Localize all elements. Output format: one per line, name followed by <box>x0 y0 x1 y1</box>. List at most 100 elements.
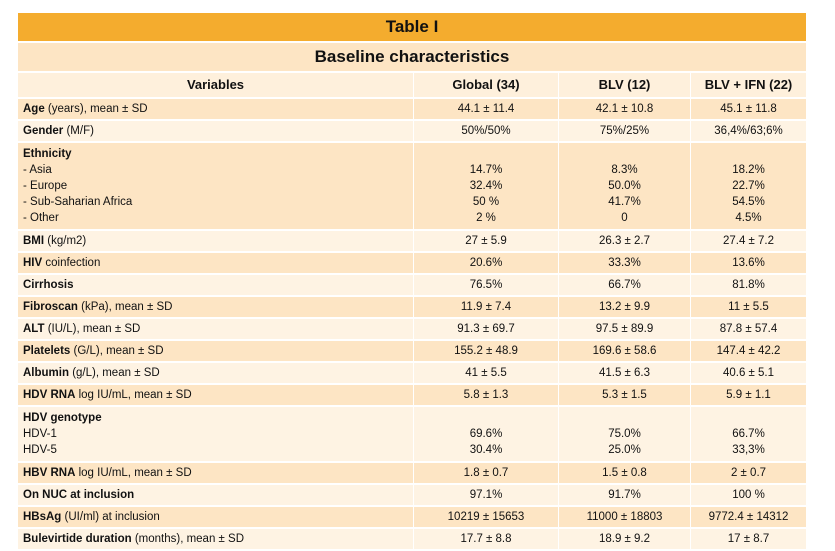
variable-cell: Age (years), mean ± SD <box>18 99 413 119</box>
genotype-item: HDV-1 <box>23 428 57 440</box>
blv-ifn-cell: 11 ± 5.5 <box>690 297 806 317</box>
col-header-blv-ifn: BLV + IFN (22) <box>690 73 806 97</box>
variable-name: HDV genotype <box>23 412 102 424</box>
baseline-table: Table I Baseline characteristics Variabl… <box>18 13 806 551</box>
value: 50.0% <box>608 180 641 192</box>
blv-ifn-cell: 17 ± 8.7 <box>690 529 806 549</box>
global-cell: 91.3 ± 69.7 <box>413 319 558 339</box>
variable-name: Fibroscan <box>23 301 78 313</box>
blv-ifn-cell: 9772.4 ± 14312 <box>690 507 806 527</box>
variable-cell: BMI (kg/m2) <box>18 231 413 251</box>
blv-cell: 169.6 ± 58.6 <box>558 341 690 361</box>
variable-name: ALT <box>23 323 45 335</box>
variable-name: HBsAg <box>23 511 62 523</box>
genotype-item: HDV-5 <box>23 444 57 456</box>
blv-cell: 66.7% <box>558 275 690 295</box>
variable-detail: log IU/mL, mean ± SD <box>75 467 192 479</box>
value: 69.6% <box>469 428 503 440</box>
global-cell: 44.1 ± 11.4 <box>413 99 558 119</box>
value: 50 % <box>472 196 500 208</box>
value: 25.0% <box>608 444 641 456</box>
variable-cell: HBV RNA log IU/mL, mean ± SD <box>18 463 413 483</box>
variable-detail: coinfection <box>42 257 101 269</box>
variable-detail: (kg/m2) <box>44 235 87 247</box>
variable-detail: log IU/mL, mean ± SD <box>75 389 192 401</box>
global-cell: 155.2 ± 48.9 <box>413 341 558 361</box>
blv-cell: 75.0% 25.0% <box>558 407 690 461</box>
variable-name: HDV RNA <box>23 389 76 401</box>
table-row-hdv-genotype: HDV genotype HDV-1 HDV-5 69.6% 30.4% 75.… <box>18 407 806 463</box>
blv-cell: 8.3% 50.0% 41.7% 0 <box>558 143 690 229</box>
value: 41.7% <box>608 196 641 208</box>
value: 18.2% <box>732 164 765 176</box>
variable-name: BMI <box>23 235 45 247</box>
blv-cell: 91.7% <box>558 485 690 505</box>
variable-cell: Gender (M/F) <box>18 121 413 141</box>
variable-cell: HDV genotype HDV-1 HDV-5 <box>18 407 413 461</box>
variable-detail: (UI/ml) at inclusion <box>61 511 160 523</box>
blv-ifn-cell: 81.8% <box>690 275 806 295</box>
variable-name: On NUC at inclusion <box>23 489 135 501</box>
table-row: ALT (IU/L), mean ± SD 91.3 ± 69.7 97.5 ±… <box>18 319 806 341</box>
variable-cell: ALT (IU/L), mean ± SD <box>18 319 413 339</box>
variable-cell: HBsAg (UI/ml) at inclusion <box>18 507 413 527</box>
global-cell: 41 ± 5.5 <box>413 363 558 383</box>
global-cell: 20.6% <box>413 253 558 273</box>
ethnicity-item: - Asia <box>23 164 52 176</box>
table-row: On NUC at inclusion 97.1% 91.7% 100 % <box>18 485 806 507</box>
variable-cell: Fibroscan (kPa), mean ± SD <box>18 297 413 317</box>
value: 33,3% <box>732 444 765 456</box>
table-row: Fibroscan (kPa), mean ± SD 11.9 ± 7.4 13… <box>18 297 806 319</box>
blv-ifn-cell: 27.4 ± 7.2 <box>690 231 806 251</box>
variable-name: Gender <box>23 125 64 137</box>
variable-name: Platelets <box>23 345 71 357</box>
variable-detail: (M/F) <box>63 125 94 137</box>
table-row: HDV RNA log IU/mL, mean ± SD 5.8 ± 1.3 5… <box>18 385 806 407</box>
blv-cell: 41.5 ± 6.3 <box>558 363 690 383</box>
table-row: HIV coinfection 20.6% 33.3% 13.6% <box>18 253 806 275</box>
global-cell: 1.8 ± 0.7 <box>413 463 558 483</box>
blv-ifn-cell: 147.4 ± 42.2 <box>690 341 806 361</box>
variable-cell: Albumin (g/L), mean ± SD <box>18 363 413 383</box>
blv-ifn-cell: 36,4%/63;6% <box>690 121 806 141</box>
ethnicity-item: - Other <box>23 212 59 224</box>
variable-cell: Cirrhosis <box>18 275 413 295</box>
value: 54.5% <box>732 196 765 208</box>
blv-ifn-cell: 13.6% <box>690 253 806 273</box>
variable-detail: (years), mean ± SD <box>44 103 148 115</box>
blv-cell: 1.5 ± 0.8 <box>558 463 690 483</box>
value: 75.0% <box>608 428 641 440</box>
table-row-ethnicity: Ethnicity - Asia - Europe - Sub-Saharian… <box>18 143 806 231</box>
value: 22.7% <box>732 180 765 192</box>
blv-cell: 5.3 ± 1.5 <box>558 385 690 405</box>
table-row: HBsAg (UI/ml) at inclusion 10219 ± 15653… <box>18 507 806 529</box>
global-cell: 11.9 ± 7.4 <box>413 297 558 317</box>
ethnicity-item: - Sub-Saharian Africa <box>23 196 133 208</box>
variable-cell: Bulevirtide duration (months), mean ± SD <box>18 529 413 549</box>
blv-cell: 18.9 ± 9.2 <box>558 529 690 549</box>
global-cell: 27 ± 5.9 <box>413 231 558 251</box>
blv-ifn-cell: 2 ± 0.7 <box>690 463 806 483</box>
blv-cell: 11000 ± 18803 <box>558 507 690 527</box>
table-row: Age (years), mean ± SD 44.1 ± 11.4 42.1 … <box>18 99 806 121</box>
value: 32.4% <box>469 180 503 192</box>
blv-cell: 97.5 ± 89.9 <box>558 319 690 339</box>
value: 66.7% <box>732 428 765 440</box>
global-cell: 76.5% <box>413 275 558 295</box>
value: 8.3% <box>611 164 638 176</box>
variable-detail: (G/L), mean ± SD <box>70 345 164 357</box>
blv-ifn-cell: 100 % <box>690 485 806 505</box>
value: 0 <box>621 212 628 224</box>
blv-cell: 42.1 ± 10.8 <box>558 99 690 119</box>
table-row: Platelets (G/L), mean ± SD 155.2 ± 48.9 … <box>18 341 806 363</box>
global-cell: 97.1% <box>413 485 558 505</box>
table-title: Table I <box>18 13 806 43</box>
table-row: Cirrhosis 76.5% 66.7% 81.8% <box>18 275 806 297</box>
variable-cell: Ethnicity - Asia - Europe - Sub-Saharian… <box>18 143 413 229</box>
variable-name: Age <box>23 103 45 115</box>
col-header-global: Global (34) <box>413 73 558 97</box>
variable-cell: Platelets (G/L), mean ± SD <box>18 341 413 361</box>
blv-ifn-cell: 87.8 ± 57.4 <box>690 319 806 339</box>
table-row: Gender (M/F) 50%/50% 75%/25% 36,4%/63;6% <box>18 121 806 143</box>
blv-ifn-cell: 66.7% 33,3% <box>690 407 806 461</box>
